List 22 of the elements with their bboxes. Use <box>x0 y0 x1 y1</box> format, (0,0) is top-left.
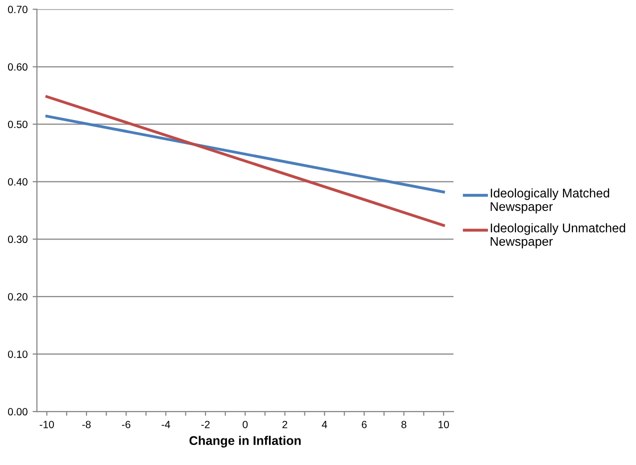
x-tick-label: 8 <box>401 420 406 428</box>
legend-label: Ideologically Matched Newspaper <box>490 188 610 214</box>
x-axis-title: Change in Inflation <box>189 436 301 448</box>
x-tick-label: 0 <box>242 420 248 428</box>
x-tick-label: -6 <box>122 420 130 428</box>
x-tick-label: 4 <box>322 420 328 428</box>
x-tick-label: 6 <box>362 420 367 428</box>
x-tick-label: -10 <box>40 420 54 428</box>
y-tick-label: 0.00 <box>8 408 28 416</box>
x-tick-label: -8 <box>82 420 91 428</box>
legend-label: Ideologically Unmatched Newspaper <box>490 223 626 248</box>
y-tick-label: 0.30 <box>8 236 28 244</box>
y-tick-label: 0.10 <box>8 350 28 358</box>
y-tick-label: 0.40 <box>8 178 28 186</box>
y-tick-label: 0.70 <box>8 6 28 14</box>
x-tick-label: -4 <box>162 420 170 428</box>
x-tick-label: 10 <box>438 420 449 428</box>
y-tick-label: 0.20 <box>8 293 28 300</box>
x-tick-label: 2 <box>282 420 288 428</box>
y-tick-label: 0.50 <box>8 120 28 128</box>
y-tick-label: 0.60 <box>8 63 28 71</box>
x-tick-label: -2 <box>201 420 210 428</box>
